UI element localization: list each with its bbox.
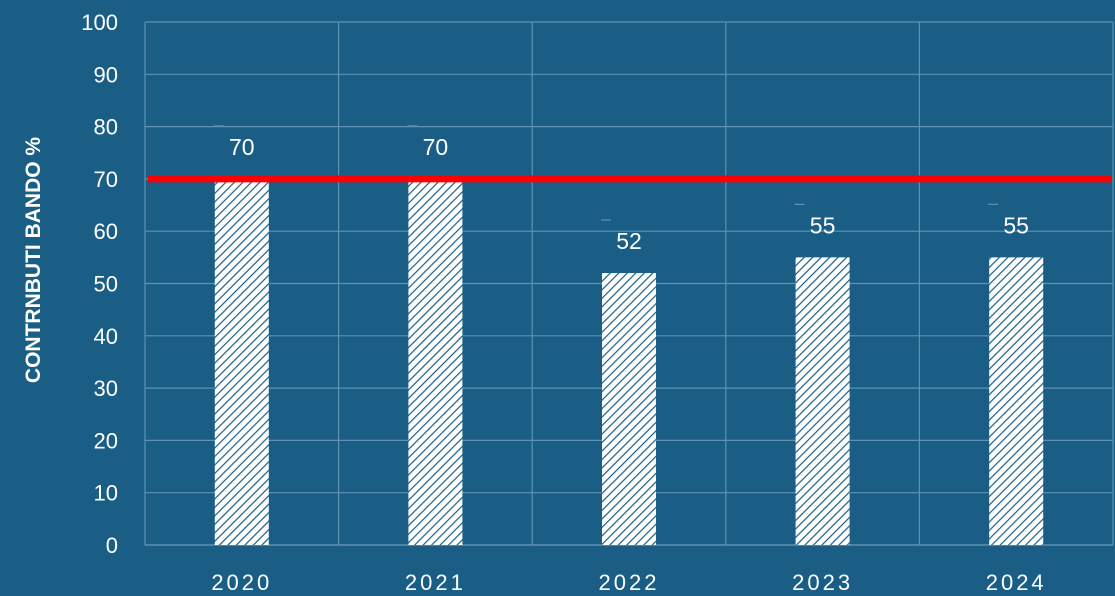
x-tick-label: 2024 (986, 570, 1047, 595)
data-label: 55 (810, 212, 836, 238)
data-label: 55 (1003, 212, 1029, 238)
bar (795, 257, 850, 545)
data-label: 52 (616, 228, 642, 254)
x-tick-label: 2021 (405, 570, 466, 595)
data-labels: 70 70 52 55 55 (213, 125, 1029, 254)
bar (989, 257, 1044, 545)
y-tick-label: 100 (81, 10, 118, 35)
bar (214, 178, 269, 545)
data-label: 70 (229, 134, 255, 160)
y-tick-label: 70 (94, 167, 118, 192)
y-axis-ticks: 0 10 20 30 40 50 60 70 80 90 100 (81, 10, 118, 558)
x-tick-label: 2023 (792, 570, 853, 595)
data-label: 70 (423, 134, 449, 160)
y-tick-label: 90 (94, 62, 118, 87)
bars (214, 178, 1044, 545)
y-tick-label: 10 (94, 481, 118, 506)
bar (408, 178, 463, 545)
y-tick-label: 80 (94, 115, 118, 140)
y-tick-label: 60 (94, 219, 118, 244)
y-tick-label: 0 (106, 533, 118, 558)
y-tick-label: 50 (94, 272, 118, 297)
x-tick-label: 2020 (211, 570, 272, 595)
x-axis-ticks: 2020 2021 2022 2023 2024 (211, 570, 1047, 595)
x-tick-label: 2022 (599, 570, 660, 595)
y-tick-label: 30 (94, 376, 118, 401)
y-axis-label: CONTRNBUTI BANDO % (22, 137, 45, 383)
y-tick-label: 40 (94, 324, 118, 349)
y-tick-label: 20 (94, 428, 118, 453)
bar (602, 273, 656, 545)
